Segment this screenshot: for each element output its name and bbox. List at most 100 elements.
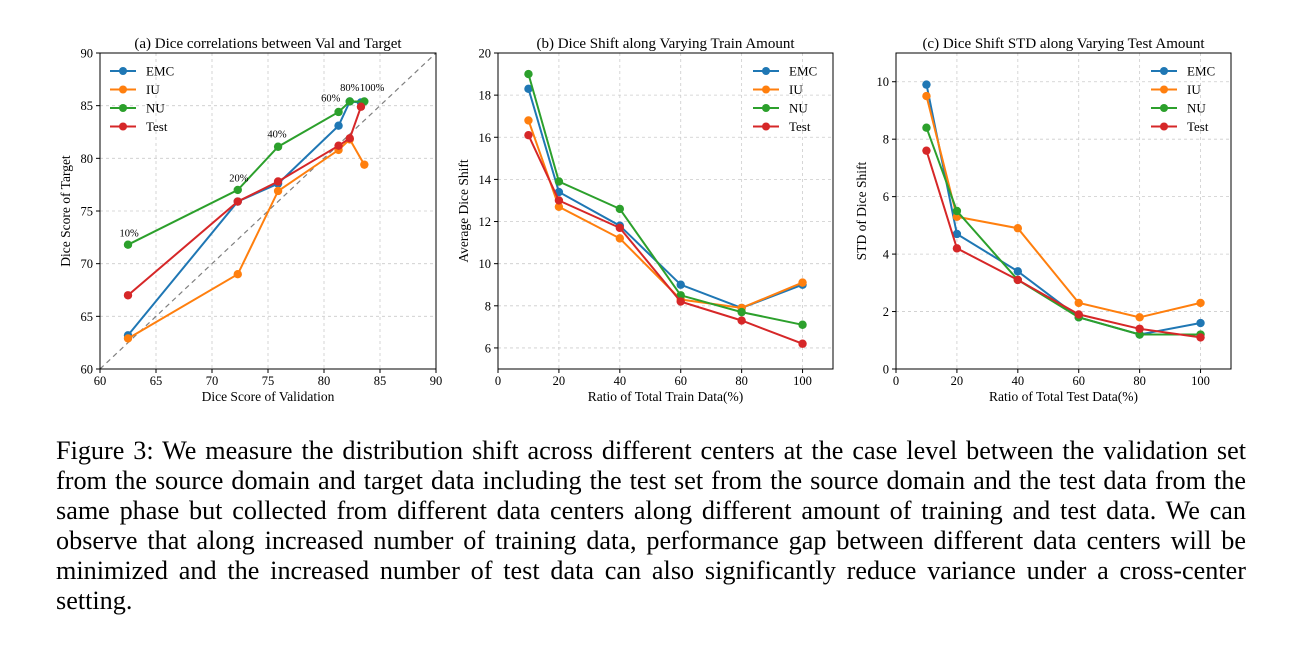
- y-tick-label: 75: [81, 205, 94, 219]
- x-tick-label: 80: [735, 374, 748, 388]
- data-point-iu: [1074, 298, 1083, 308]
- chart-title: (b) Dice Shift along Varying Train Amoun…: [536, 36, 795, 52]
- data-point-test: [922, 146, 931, 155]
- data-point-test: [676, 297, 685, 306]
- x-axis-label: Ratio of Total Train Data(%): [588, 389, 744, 404]
- data-point-nu: [922, 123, 931, 132]
- x-tick-label: 60: [94, 374, 107, 388]
- y-tick-label: 60: [81, 363, 94, 377]
- series-line-emc: [127, 100, 362, 336]
- legend-label: NU: [146, 101, 165, 116]
- data-point-emc: [952, 229, 962, 239]
- data-point-emc: [1196, 318, 1205, 328]
- x-tick-label: 60: [1072, 374, 1085, 388]
- x-tick-label: 75: [262, 374, 275, 388]
- y-axis-label: STD of Dice Shift: [854, 161, 869, 260]
- legend-marker: [762, 85, 770, 94]
- series-line-test: [527, 134, 803, 345]
- data-point-iu: [798, 278, 807, 287]
- x-axis-label: Ratio of Total Test Data(%): [989, 389, 1138, 404]
- series-line-iu: [925, 95, 1201, 319]
- data-point-test: [1196, 333, 1205, 342]
- data-point-iu: [615, 234, 625, 243]
- x-tick-label: 40: [614, 374, 627, 388]
- data-point-test: [345, 134, 354, 143]
- data-point-iu: [1135, 313, 1144, 322]
- y-axis-label: Average Dice Shift: [456, 159, 471, 262]
- data-point-test: [524, 130, 533, 140]
- legend: EMC IU NU Test: [753, 64, 817, 134]
- legend-label: Test: [146, 119, 168, 134]
- legend-label: EMC: [789, 64, 817, 79]
- y-tick-label: 14: [479, 173, 492, 187]
- y-tick-label: 18: [479, 89, 492, 103]
- y-tick-label: 2: [883, 305, 889, 319]
- x-tick-label: 0: [495, 374, 501, 388]
- y-tick-label: 6: [485, 341, 491, 355]
- x-tick-label: 100: [1191, 374, 1210, 388]
- x-tick-label: 20: [951, 374, 964, 388]
- point-annotation: 10%: [119, 228, 139, 239]
- legend: EMC IU NU Test: [1151, 64, 1215, 134]
- point-annotation: 20%: [229, 174, 249, 185]
- x-tick-label: 80: [1133, 374, 1146, 388]
- y-tick-label: 8: [485, 299, 491, 313]
- data-point-nu: [334, 107, 343, 117]
- series-line-iu: [127, 137, 366, 340]
- data-point-emc: [524, 84, 533, 94]
- x-tick-label: 90: [430, 374, 443, 388]
- data-point-iu: [1013, 224, 1023, 233]
- data-point-nu: [1135, 330, 1144, 339]
- data-point-iu: [233, 270, 242, 279]
- data-point-nu: [952, 206, 962, 216]
- y-tick-label: 85: [81, 99, 94, 113]
- x-tick-label: 80: [318, 374, 331, 388]
- y-tick-label: 65: [81, 310, 94, 324]
- data-point-nu: [737, 307, 746, 317]
- x-tick-label: 20: [553, 374, 566, 388]
- legend-label: IU: [1187, 82, 1201, 97]
- x-tick-label: 60: [674, 374, 687, 388]
- data-point-iu: [360, 160, 369, 169]
- chart-panel-2: 0 20 40 60 80 100 6 8 10 12 14 16 18 20 (b) Dice Shift…: [456, 36, 834, 404]
- data-point-nu: [273, 142, 283, 151]
- data-point-emc: [1013, 267, 1023, 276]
- chart-title: (c) Dice Shift STD along Varying Test Am…: [922, 36, 1205, 52]
- data-point-test: [1013, 275, 1023, 285]
- y-tick-label: 10: [479, 257, 492, 271]
- data-point-test: [798, 339, 807, 348]
- legend-marker: [1160, 122, 1168, 131]
- chart-panel-3: 0 20 40 60 80 100 0 2 4 6 8 10 (c) Dice Shift STD al…: [854, 36, 1232, 404]
- diagonal-reference-line: [99, 52, 437, 370]
- data-point-iu: [273, 186, 283, 196]
- y-tick-label: 70: [81, 257, 94, 271]
- point-annotation: 40%: [267, 129, 287, 140]
- x-tick-label: 100: [793, 374, 812, 388]
- x-tick-label: 85: [374, 374, 387, 388]
- legend-marker: [1160, 85, 1168, 94]
- series-line-test: [127, 106, 362, 297]
- y-tick-label: 80: [81, 152, 94, 166]
- legend-marker: [119, 104, 127, 112]
- legend-label: IU: [789, 82, 803, 97]
- point-annotation: 100%: [360, 83, 385, 94]
- point-annotation: 60%: [321, 93, 341, 104]
- plot-frame: [497, 52, 834, 370]
- legend-label: EMC: [1187, 64, 1215, 79]
- data-point-test: [1135, 324, 1144, 333]
- caption-text: We measure the distribution shift across…: [56, 436, 1246, 615]
- point-annotation: 80%: [340, 83, 360, 94]
- x-tick-label: 65: [150, 374, 163, 388]
- x-axis-label: Dice Score of Validation: [202, 389, 335, 404]
- data-point-test: [273, 177, 283, 186]
- legend-label: Test: [789, 119, 811, 134]
- data-point-nu: [798, 320, 807, 329]
- data-point-test: [952, 244, 962, 253]
- data-point-test: [1074, 310, 1083, 319]
- y-tick-label: 8: [883, 133, 889, 147]
- data-point-test: [123, 291, 133, 300]
- x-tick-label: 40: [1012, 374, 1025, 388]
- series-line-iu: [527, 120, 803, 309]
- x-tick-label: 70: [206, 374, 219, 388]
- data-point-iu: [1196, 298, 1205, 308]
